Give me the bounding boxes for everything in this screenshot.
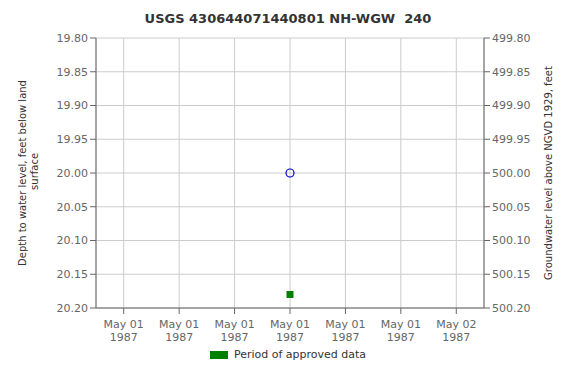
svg-text:Groundwater level above NGVD 1: Groundwater level above NGVD 1929, feet [543,66,554,280]
svg-text:20.00: 20.00 [57,167,89,180]
svg-text:20.20: 20.20 [57,302,89,315]
svg-text:499.80: 499.80 [492,32,531,45]
svg-text:surface: surface [29,153,40,193]
svg-text:19.95: 19.95 [57,133,89,146]
html-text:USGS 430644071440801 NH-WGW 24: USGS 430644071440801 NH-WGW 240 [144,11,432,26]
svg-text:May 011987: May 011987 [325,318,365,344]
svg-text:19.90: 19.90 [57,99,89,112]
svg-text:20.05: 20.05 [57,201,89,214]
svg-text:500.00: 500.00 [492,167,531,180]
svg-text:May 011987: May 011987 [214,318,254,344]
svg-text:20.15: 20.15 [57,268,89,281]
svg-text:499.85: 499.85 [492,66,531,79]
svg-text:May 011987: May 011987 [270,318,310,344]
svg-text:500.10: 500.10 [492,234,531,247]
svg-text:May 021987: May 021987 [436,318,476,344]
svg-text:May 011987: May 011987 [159,318,199,344]
svg-text:May 011987: May 011987 [381,318,421,344]
svg-text:500.20: 500.20 [492,302,531,315]
svg-text:20.10: 20.10 [57,234,89,247]
svg-text:19.85: 19.85 [57,66,89,79]
html-text:Period of approved data: Period of approved data [233,348,367,361]
svg-text:May 011987: May 011987 [104,318,144,344]
svg-text:499.90: 499.90 [492,99,531,112]
svg-text:19.80: 19.80 [57,32,89,45]
svg-text:500.15: 500.15 [492,268,531,281]
svg-text:500.05: 500.05 [492,201,531,214]
svg-text:499.95: 499.95 [492,133,531,146]
svg-text:Depth to water level, feet bel: Depth to water level, feet below land [17,80,28,266]
